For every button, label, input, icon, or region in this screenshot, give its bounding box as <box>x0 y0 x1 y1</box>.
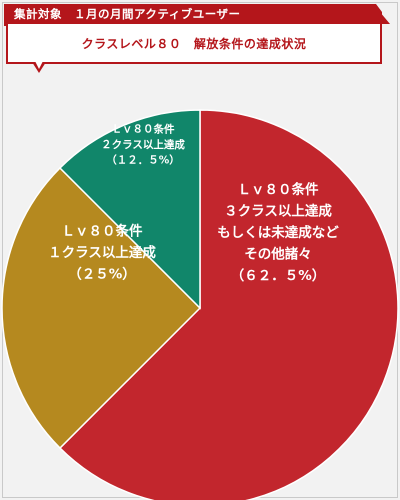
slice-label-lv80-1class-line-3: （２５%） <box>68 267 136 283</box>
slice-label-lv80-3class-line-5: （６２．５%） <box>231 268 326 284</box>
slice-label-lv80-2class-line-1: Ｌｖ８０条件 <box>112 123 175 136</box>
pie-slice-lv80-2class <box>58 109 201 310</box>
header-corner-decoration <box>380 12 390 24</box>
subtitle-bubble: クラスレベル８０ 解放条件の達成状況 <box>6 24 382 64</box>
bubble-tail-inner <box>35 61 43 69</box>
slice-label-lv80-2class-line-2: ２クラス以上達成 <box>101 138 185 151</box>
slice-label-lv80-3class-line-3: もしくは未達成など <box>217 224 339 241</box>
slice-label-lv80-1class-line-2: １クラス以上達成 <box>48 244 156 261</box>
header-title: 集計対象 １月の月間アクティブユーザー <box>14 7 241 21</box>
chart-subtitle: クラスレベル８０ 解放条件の達成状況 <box>81 37 307 51</box>
pie-slice-lv80-1class <box>1 166 202 450</box>
slice-label-lv80-1class-line-1: Ｌｖ８０条件 <box>62 223 143 240</box>
slice-label-lv80-2class-line-3: （１２．５%） <box>106 154 180 167</box>
slice-label-lv80-3class-line-4: その他諸々 <box>244 246 312 263</box>
pie-slice-lv80-3class <box>58 109 399 500</box>
header-tab <box>4 4 382 26</box>
slice-label-lv80-3class-line-1: Ｌｖ８０条件 <box>238 181 319 198</box>
slice-label-lv80-3class-line-2: ３クラス以上達成 <box>224 203 332 220</box>
pie-slices <box>1 109 399 500</box>
